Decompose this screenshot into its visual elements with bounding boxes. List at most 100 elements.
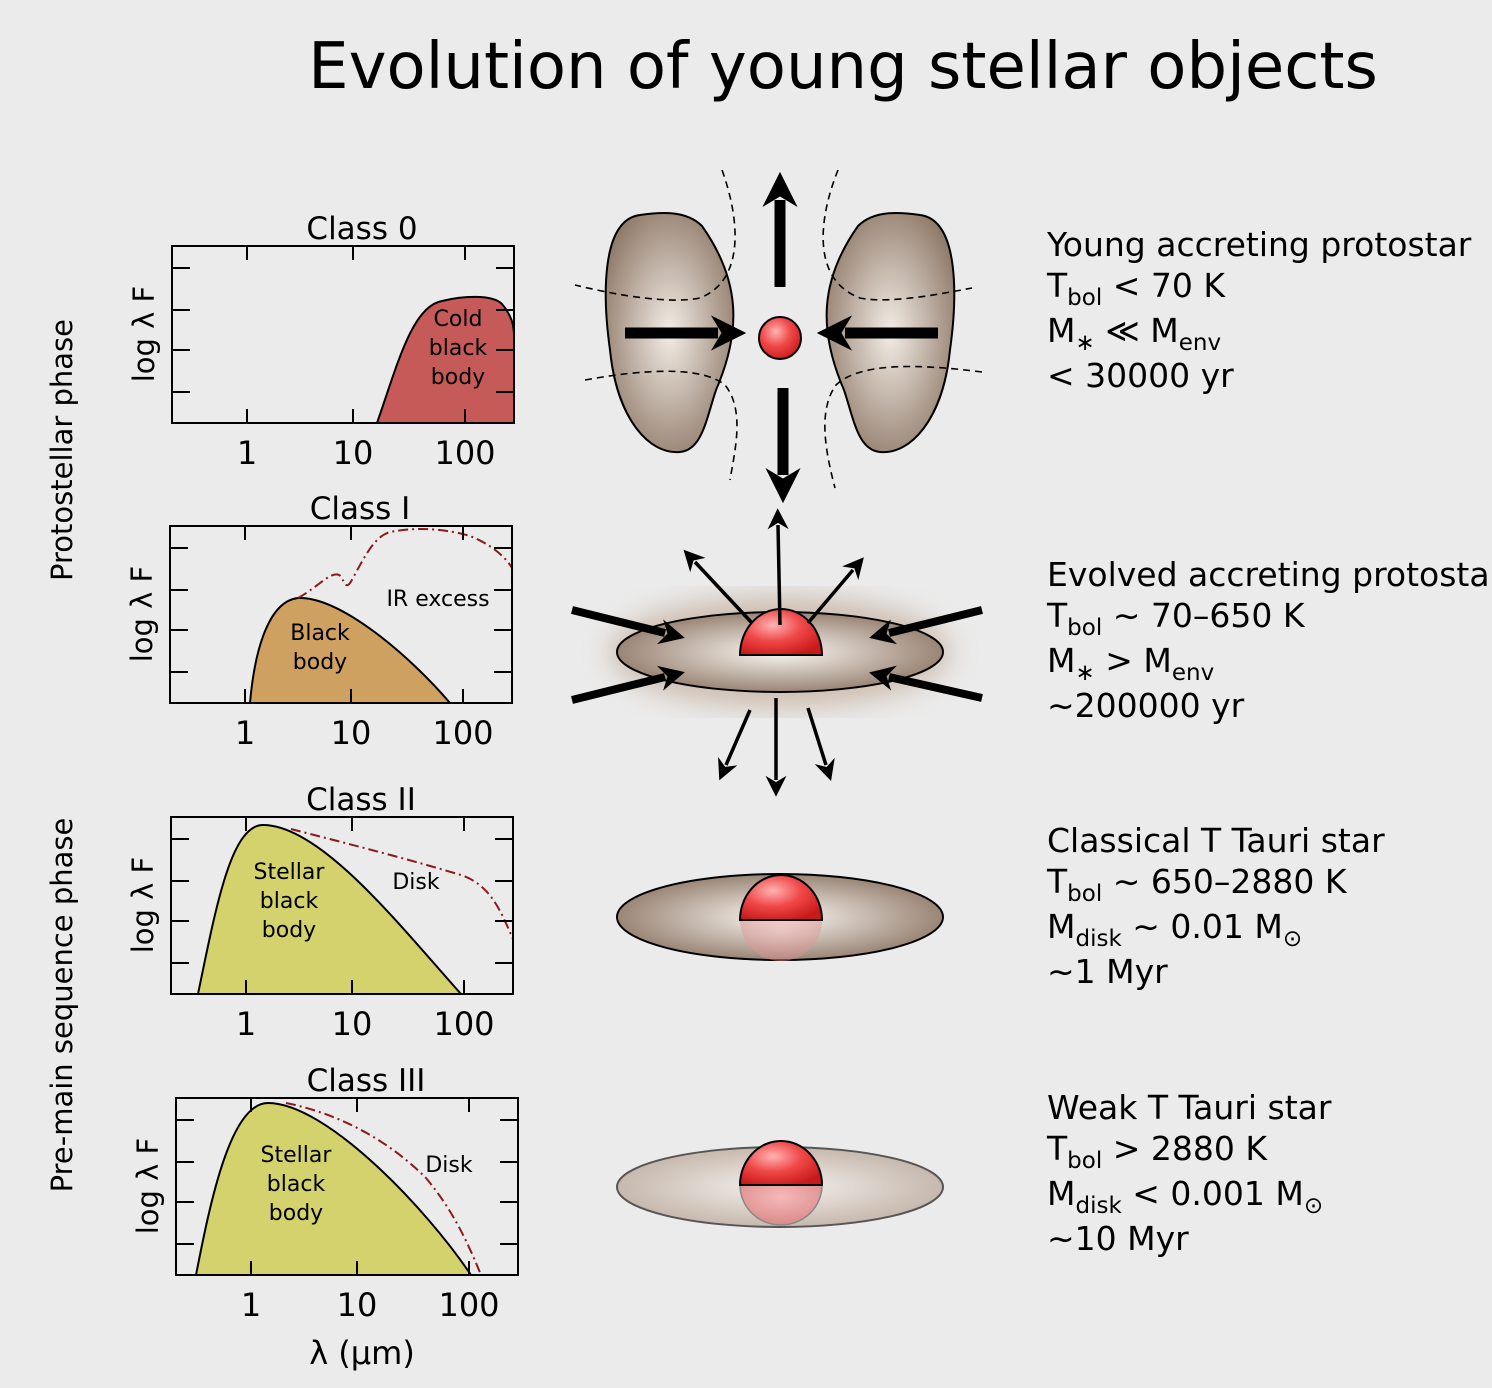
subscript: ∗ (1075, 660, 1094, 686)
text-segment: M (1047, 1174, 1075, 1213)
x-tick-label: 100 (432, 714, 493, 752)
x-tick-label: 10 (337, 1286, 378, 1324)
text-segment: ∼10 Myr (1047, 1219, 1189, 1258)
excess-curve (285, 1102, 482, 1276)
x-tick-label: 100 (438, 1286, 499, 1324)
x-tick-label: 10 (333, 434, 374, 472)
text-segment: < 70 K (1102, 266, 1226, 305)
class-0-illustration (574, 169, 983, 504)
class-1-illustration (571, 508, 983, 797)
subscript: bol (1067, 881, 1102, 907)
curve-label: black (267, 1172, 326, 1197)
curve-label: Black (290, 621, 350, 646)
curve-label: body (269, 1201, 323, 1226)
description-line: Tbol > 2880 K (1046, 1129, 1268, 1174)
y-axis-label: log λ F (127, 286, 161, 383)
x-tick-label: 1 (237, 434, 257, 472)
description-line: M∗ ≪ Menv (1047, 311, 1221, 356)
curve-label: black (260, 889, 319, 914)
sed-plot: Class 0 log λ F 1 10 100 Cold black body (127, 211, 515, 472)
plot-title: Class I (310, 491, 411, 527)
text-segment: ≪ M (1095, 311, 1179, 350)
y-axis-label: log λ F (131, 1138, 165, 1235)
subscript: env (1172, 660, 1214, 686)
x-tick-label: 10 (331, 714, 372, 752)
excess-curve (297, 528, 513, 599)
description-line: < 30000 yr (1047, 356, 1234, 395)
description-heading: Young accreting protostar (1046, 225, 1472, 264)
description-line: M∗ > Menv (1047, 641, 1214, 686)
x-tick-label: 10 (332, 1005, 373, 1043)
x-tick-label: 100 (433, 1005, 494, 1043)
curve-label: Disk (425, 1153, 473, 1178)
text-segment: T (1046, 862, 1068, 901)
subscript: env (1179, 330, 1221, 356)
title: Evolution of young stellar objects (308, 30, 1378, 104)
text-segment: M (1047, 311, 1075, 350)
description-line: ∼200000 yr (1047, 686, 1245, 725)
subscript: ∗ (1075, 330, 1094, 356)
curve-label: IR excess (386, 587, 489, 612)
x-tick-label: 1 (241, 1286, 261, 1324)
curve-label: body (431, 365, 485, 390)
curve-label: Stellar (254, 860, 326, 885)
text-segment: T (1046, 266, 1068, 305)
subscript: ⊙ (1304, 1193, 1323, 1219)
plot-frame (169, 525, 513, 704)
description-line: Tbol < 70 K (1046, 266, 1226, 311)
text-segment: M (1047, 641, 1075, 680)
curve-label: Disk (392, 870, 440, 895)
x-tick-label: 1 (235, 714, 255, 752)
y-axis-label: log λ F (125, 566, 159, 663)
excess-curve (290, 828, 514, 940)
subscript: ⊙ (1283, 926, 1302, 952)
x-axis-label: λ (µm) (309, 1334, 415, 1372)
x-tick-label: 1 (236, 1005, 256, 1043)
description-line: ∼1 Myr (1047, 952, 1168, 991)
phase-label: Protostellar phase (45, 319, 79, 581)
text-segment: < 30000 yr (1047, 356, 1234, 395)
subscript: bol (1067, 1148, 1102, 1174)
blackbody-curve (196, 823, 464, 995)
sed-plot: Class III log λ F 1 10 100 Stellar black body Di… (131, 1063, 519, 1324)
sed-plot: Class II log λ F 1 10 100 Stellar black body Dis… (126, 782, 514, 1043)
description-line: ∼10 Myr (1047, 1219, 1189, 1258)
plot-title: Class III (307, 1063, 426, 1099)
x-tick-label: 100 (434, 434, 495, 472)
text-segment: > M (1095, 641, 1172, 680)
plot-frame (170, 816, 514, 995)
class-3-illustration (616, 1140, 944, 1228)
text-segment: ∼ 70–650 K (1102, 596, 1306, 635)
description-line: Tbol ∼ 650–2880 K (1046, 862, 1348, 907)
class-2-illustration (616, 873, 944, 961)
blackbody-curve (375, 295, 515, 424)
subscript: disk (1075, 1193, 1122, 1219)
curve-label: Stellar (261, 1143, 333, 1168)
subscript: bol (1067, 615, 1102, 641)
plot-frame (175, 1097, 519, 1276)
text-layer: Evolution of young stellar objects Protos… (45, 30, 1492, 1372)
curve-label: body (262, 918, 316, 943)
blackbody-curve (194, 1101, 473, 1276)
description-heading: Evolved accreting protostar (1047, 555, 1492, 594)
y-axis-label: log λ F (126, 857, 160, 954)
text-segment: > 2880 K (1102, 1129, 1268, 1168)
text-segment: ∼200000 yr (1047, 686, 1245, 725)
text-segment: < 0.001 M (1122, 1174, 1304, 1213)
curve-label: black (429, 336, 488, 361)
subscript: bol (1067, 285, 1102, 311)
text-segment: ∼ 650–2880 K (1102, 862, 1348, 901)
plot-title: Class 0 (306, 211, 417, 247)
description-heading: Weak T Tauri star (1047, 1088, 1332, 1127)
text-segment: M (1047, 907, 1075, 946)
description-line: Mdisk ∼ 0.01 M⊙ (1047, 907, 1302, 952)
description-line: Mdisk < 0.001 M⊙ (1047, 1174, 1323, 1219)
sed-plot: Class I log λ F 1 10 100 Black body IR excess (125, 491, 513, 752)
curve-label: body (293, 650, 347, 675)
text-segment: ∼ 0.01 M (1122, 907, 1283, 946)
description-line: Tbol ∼ 70–650 K (1046, 596, 1306, 641)
phase-label: Pre-main sequence phase (45, 818, 79, 1193)
plot-title: Class II (306, 782, 416, 818)
curve-label: Cold (434, 307, 483, 332)
